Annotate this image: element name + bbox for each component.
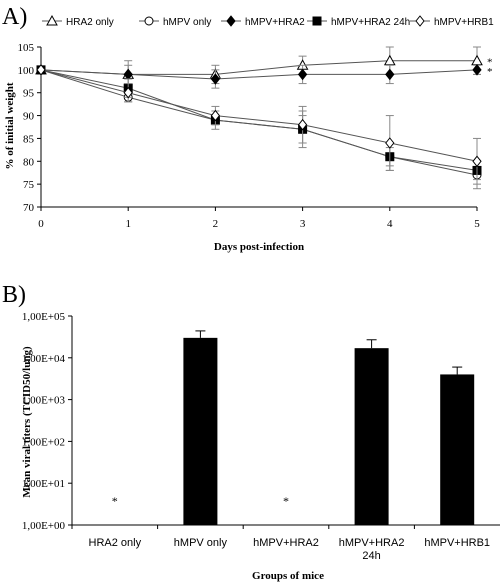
panel-a-x-tick-label: 2 — [213, 218, 219, 230]
panel-a-series-line — [40, 69, 478, 80]
panel-b-titer-chart: B) 1,00E+001,00E+011,00E+021,00E+031,00E… — [2, 282, 500, 582]
panel-a-legend: HRA2 only hMPV only hMPV+HRA2 hMPV+HRA2 24h… — [42, 14, 494, 28]
panel-a-legend-label: hMPV+HRA2 — [245, 17, 305, 28]
panel-b-category-label: HRA2 only — [89, 537, 142, 549]
panel-a-y-tick-label: 90 — [23, 111, 35, 123]
panel-a-y-tick-label: 85 — [23, 133, 35, 145]
panel-b-y-tick-label: 1,00E+01 — [22, 478, 65, 490]
panel-a-x-tick-label: 1 — [125, 218, 131, 230]
panel-b-category-label: hMPV+HRA2 — [253, 537, 319, 549]
panel-a-data-point — [415, 15, 425, 27]
panel-b-y-axis-label: Mean viral titers (TCID50/lung) — [21, 346, 33, 498]
panel-a-data-point — [210, 109, 221, 122]
panel-a-data-point — [383, 54, 396, 66]
panel-a-series-line — [40, 69, 478, 176]
panel-a-data-point — [123, 86, 133, 99]
panel-a-series-group — [36, 64, 482, 185]
panel-a-series-group — [36, 65, 482, 181]
panel-b-y-tick-label: 1,00E+05 — [22, 311, 66, 323]
panel-a-data-point — [385, 68, 395, 81]
panel-a-y-tick-label: 70 — [23, 202, 35, 214]
panel-b-category-label: 24h — [362, 550, 380, 562]
panel-a-x-tick-label: 0 — [38, 218, 44, 230]
panel-b-axes: 1,00E+00 1,00E+01 1,00E+02 1,00E+03 1,00E+04… — [22, 311, 500, 562]
panel-a-series-line — [40, 60, 477, 75]
panel-b-bar — [354, 348, 389, 525]
panel-a-x-tick-label: 4 — [387, 218, 393, 230]
panel-a-data-point — [297, 118, 308, 131]
panel-b-label: B) — [2, 282, 26, 308]
panel-a-data-point — [385, 137, 395, 149]
panel-a-data-point — [472, 155, 482, 168]
panel-a-y-tick-label: 105 — [18, 42, 35, 54]
panel-a-legend-label: hMPV+HRB1 — [434, 17, 494, 28]
panel-a-x-tick-label: 5 — [474, 218, 480, 230]
panel-b-category-label: hMPV+HRA2 — [339, 537, 405, 549]
panel-a-series-line — [40, 69, 478, 162]
panel-a-data-point — [297, 68, 308, 81]
panel-a-data-point — [210, 73, 221, 85]
panel-b-category-label: hMPV+HRB1 — [424, 537, 490, 549]
panel-a-series-line — [40, 69, 478, 171]
panel-b-bars: * * — [112, 330, 475, 525]
panel-b-bar — [440, 374, 475, 525]
panel-b-significance-mark: * — [112, 494, 118, 508]
panel-a-legend-label: hMPV+HRA2 24h — [331, 17, 410, 28]
panel-a-axes: 70 75 80 85 90 95 100 105 0 1 2 3 4 5 — [18, 42, 481, 230]
panel-b-y-tick-label: 1,00E+02 — [22, 436, 65, 448]
panel-a-data-point — [226, 15, 236, 27]
panel-a-x-tick-label: 3 — [300, 218, 306, 230]
panel-a-y-tick-label: 75 — [23, 179, 35, 191]
panel-b-category-label: hMPV only — [174, 537, 228, 549]
panel-b-significance-mark: * — [283, 494, 289, 508]
panel-a-series-group: * — [35, 46, 493, 85]
panel-b-bar — [183, 337, 218, 525]
panel-a-legend-label: hMPV only — [163, 17, 211, 28]
panel-a-y-axis-label: % of initial weight — [4, 82, 16, 169]
panel-a-y-tick-label: 95 — [23, 88, 35, 100]
panel-a-data-point — [36, 64, 46, 76]
panel-a-significance-mark: * — [487, 57, 493, 69]
panel-a-series-group — [36, 65, 482, 190]
panel-a-label: A) — [2, 4, 27, 30]
panel-a-y-tick-label: 80 — [23, 156, 35, 168]
panel-a-data-point — [472, 64, 482, 76]
panel-a-data-point — [46, 14, 58, 26]
panel-a-series: ** — [35, 46, 493, 190]
panel-a-significance-mark: * — [487, 66, 493, 78]
panel-a-y-tick-label: 100 — [18, 65, 35, 77]
panel-a-x-axis-label: Days post-infection — [214, 241, 304, 253]
panel-a-data-point — [144, 16, 154, 26]
panel-b-y-tick-label: 1,00E+00 — [22, 520, 66, 532]
panel-b-y-tick-label: 1,00E+03 — [22, 395, 66, 407]
panel-b-x-axis-label: Groups of mice — [252, 570, 324, 582]
panel-a-series-group: * — [36, 60, 493, 89]
panel-a-weight-chart: A) HRA2 only hMPV only hMPV+HRA2 hMPV+HRA2 … — [2, 4, 494, 253]
panel-a-legend-label: HRA2 only — [66, 17, 114, 28]
panel-b-y-tick-label: 1,00E+04 — [22, 353, 66, 365]
panel-a-data-point — [312, 16, 322, 26]
